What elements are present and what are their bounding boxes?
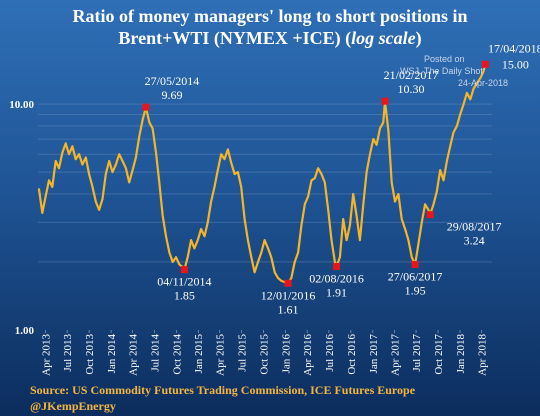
annotation-value: 1.91 xyxy=(326,286,347,300)
source-line1: Source: US Commodity Futures Trading Com… xyxy=(30,383,416,397)
x-tick-label: Jan 2015 xyxy=(193,334,205,374)
annotation-value: 9.69 xyxy=(161,88,182,102)
x-tick-label: Apr 2017 xyxy=(389,334,401,376)
x-tick-label: Jan 2017 xyxy=(368,334,380,374)
marker-square xyxy=(411,260,419,268)
x-tick-label: Oct 2014 xyxy=(171,334,183,375)
marker-square xyxy=(333,263,341,271)
annotation-value: 1.95 xyxy=(405,283,426,297)
x-tick-label: Jan 2018 xyxy=(455,334,467,374)
annotation-value: 1.61 xyxy=(278,302,299,316)
y-tick-label: 10.00 xyxy=(9,99,34,111)
x-tick-label: Jan 2016 xyxy=(280,334,292,374)
chart-title-line1: Ratio of money managers' long to short p… xyxy=(72,6,467,26)
annotation-value: 10.30 xyxy=(398,82,425,96)
x-tick-label: Oct 2015 xyxy=(258,334,270,375)
chart-title-line2: Brent+WTI (NYMEX +ICE) (log scale) xyxy=(118,28,421,49)
grid-layer xyxy=(38,103,492,263)
x-tick-label: Apr 2015 xyxy=(215,334,227,376)
marker-square xyxy=(381,97,389,105)
annotation-date: 17/04/2018 xyxy=(488,41,540,55)
x-tick-label: Jan 2014 xyxy=(106,334,118,374)
x-tick-label: Apr 2016 xyxy=(302,334,314,376)
axis-layer: 10.00 1.00 Apr 2013 Jul 2013 Oct 2013 Jan 201… xyxy=(9,99,488,376)
chart-title-line2-end: ) xyxy=(416,28,422,49)
marker-square xyxy=(142,103,150,111)
watermark-line3: 24-Apr-2018 xyxy=(458,78,508,88)
x-tick-label: Jul 2017 xyxy=(411,334,423,372)
x-tick-label: Apr 2018 xyxy=(476,334,488,376)
annotation-date: 27/05/2014 xyxy=(145,74,200,88)
x-tick-label: Oct 2017 xyxy=(433,334,445,375)
marker-square xyxy=(481,60,489,68)
x-tick-label: Oct 2013 xyxy=(84,334,96,375)
marker-square xyxy=(180,266,188,274)
x-tick-label: Apr 2014 xyxy=(128,334,140,376)
chart-title-line2-main: Brent+WTI (NYMEX +ICE) ( xyxy=(118,28,351,49)
x-tick-label: Jul 2013 xyxy=(62,334,74,372)
x-tick-label: Apr 2013 xyxy=(40,334,52,376)
annotation-value: 3.24 xyxy=(464,234,485,248)
marker-square xyxy=(284,279,292,287)
annotation-date: 27/06/2017 xyxy=(388,269,443,283)
annotation-date: 12/01/2016 xyxy=(261,288,316,302)
watermark-line2: WSJ. The Daily Shot xyxy=(400,66,483,76)
annotation-date: 29/08/2017 xyxy=(447,220,502,234)
marker-square xyxy=(426,211,434,219)
y-tick-label: 1.00 xyxy=(15,325,35,337)
annotation-value: 15.00 xyxy=(502,57,529,71)
source-line2: @JKempEnergy xyxy=(30,399,116,413)
annotation-value: 1.85 xyxy=(174,289,195,303)
annotation-date: 04/11/2014 xyxy=(157,275,211,289)
series-line xyxy=(37,63,487,285)
x-tick-label: Jul 2014 xyxy=(149,334,161,372)
series-layer xyxy=(37,63,487,285)
annotation-date: 02/08/2016 xyxy=(309,272,364,286)
x-tick-label: Jul 2015 xyxy=(236,334,248,372)
x-tick-label: Oct 2016 xyxy=(346,334,358,375)
watermark-line1: Posted on xyxy=(424,54,465,64)
chart-title-line2-italic: log scale xyxy=(351,28,416,48)
x-tick-label: Jul 2016 xyxy=(324,334,336,372)
annotation-date: 21/02/2017 xyxy=(384,68,439,82)
